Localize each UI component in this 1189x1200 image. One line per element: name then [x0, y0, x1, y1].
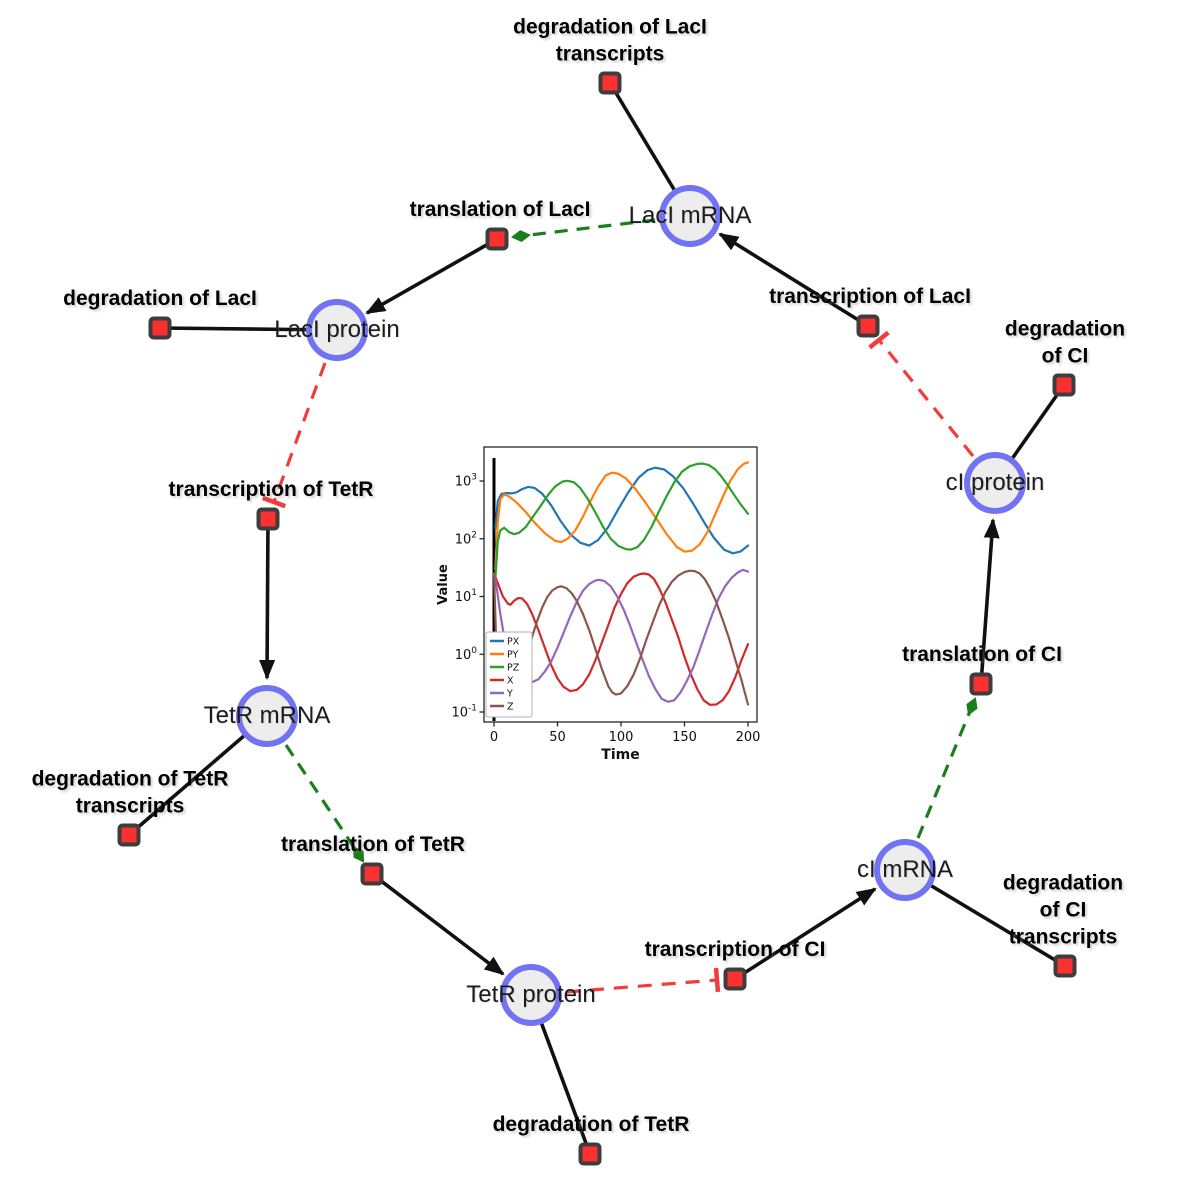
svg-text:0: 0 — [490, 730, 498, 745]
reaction-node-translation-laci[interactable] — [485, 227, 509, 251]
species-label-laci-protein: LacI protein — [274, 316, 400, 343]
reaction-node-deg-ci-transcripts[interactable] — [1053, 954, 1077, 978]
reaction-label-translation-tetr: translation of TetR — [281, 833, 465, 857]
species-label-ci-protein: cI protein — [945, 469, 1045, 496]
reaction-label-transcription-laci: transcription of LacI — [769, 285, 971, 309]
reaction-node-transcription-ci[interactable] — [723, 967, 747, 991]
species-node-ci-protein[interactable] — [964, 452, 1026, 514]
chart-svg: 0 50 100 150 200 Time 103 102 101 100 10-1 Value PX P… — [436, 446, 761, 763]
reaction-label-deg-laci: degradation of LacI — [63, 287, 257, 311]
edge-transcriptionci-cimrna — [734, 887, 877, 981]
svg-text:10-1: 10-1 — [451, 704, 477, 721]
reaction-node-deg-tetr[interactable] — [578, 1142, 602, 1166]
edge-tetrprotein-transcriptionci-inhibition — [565, 967, 721, 994]
edge-translationlaci-laciprotein — [365, 237, 498, 315]
edge-laciprotein-transcriptiontetr-inhibition — [261, 362, 327, 509]
reaction-node-translation-ci[interactable] — [969, 672, 993, 696]
svg-text:Z: Z — [507, 702, 514, 713]
svg-text:103: 103 — [455, 473, 477, 490]
edge-cimrna-translationci-modifier — [916, 697, 978, 839]
species-label-tetr-mrna: TetR mRNA — [203, 702, 331, 729]
reaction-label-deg-ci-transcripts: degradation of CI transcripts — [1002, 871, 1124, 949]
svg-text:150: 150 — [672, 730, 697, 745]
edge-translationtetr-tetrprotein — [370, 872, 505, 976]
species-node-laci-mrna[interactable] — [659, 185, 721, 247]
edge-cimrna-degcitranscripts — [904, 868, 1066, 968]
species-label-laci-mrna: LacI mRNA — [628, 202, 752, 229]
svg-text:Value: Value — [436, 564, 451, 605]
edge-transcriptiontetr-tetrmrna — [259, 518, 276, 680]
reaction-node-deg-ci[interactable] — [1052, 373, 1076, 397]
edge-translationci-ciprotein — [979, 518, 1000, 685]
reaction-label-transcription-tetr: transcription of TetR — [168, 478, 374, 502]
species-node-tetr-protein[interactable] — [500, 964, 562, 1026]
svg-text:101: 101 — [455, 588, 477, 605]
edge-lacimrna-translationlaci-modifier — [511, 218, 656, 243]
reaction-label-translation-ci: translation of CI — [902, 643, 1062, 667]
reaction-node-transcription-laci[interactable] — [856, 314, 880, 338]
species-node-laci-protein[interactable] — [306, 299, 368, 361]
svg-text:Y: Y — [506, 689, 513, 700]
reaction-label-deg-tetr-transcripts: degradation of TetR transcripts — [31, 767, 229, 818]
species-node-tetr-mrna[interactable] — [236, 685, 298, 747]
svg-text:X: X — [507, 676, 514, 687]
svg-text:PY: PY — [507, 650, 519, 661]
reaction-label-transcription-ci: transcription of CI — [644, 938, 826, 962]
reaction-node-deg-laci[interactable] — [148, 316, 172, 340]
species-label-tetr-protein: TetR protein — [466, 981, 596, 1008]
edge-ciprotein-transcriptionlaci-inhibition — [868, 330, 975, 458]
reaction-label-translation-laci: translation of LacI — [409, 198, 591, 222]
svg-text:100: 100 — [455, 646, 478, 663]
reaction-node-translation-tetr[interactable] — [360, 862, 384, 886]
species-label-ci-mrna: cI mRNA — [857, 856, 953, 883]
edge-tetrmrna-translationtetr-modifier — [284, 744, 365, 863]
reaction-label-deg-ci: degradation of CI — [1004, 317, 1126, 368]
svg-text:Time: Time — [601, 747, 639, 763]
reaction-label-deg-tetr: degradation of TetR — [492, 1113, 690, 1137]
svg-text:102: 102 — [455, 530, 477, 547]
edge-transcriptionlaci-lacimrna — [718, 232, 869, 328]
inset-time-series-plot: 0 50 100 150 200 Time 103 102 101 100 10-1 Value PX P… — [436, 420, 768, 772]
species-node-ci-mrna[interactable] — [874, 839, 936, 901]
reaction-node-transcription-tetr[interactable] — [256, 507, 280, 531]
reaction-label-deg-laci-transcripts: degradation of LacI transcripts — [513, 15, 707, 66]
svg-text:PZ: PZ — [507, 663, 520, 674]
svg-text:50: 50 — [549, 730, 566, 745]
reaction-node-deg-laci-transcripts[interactable] — [598, 71, 622, 95]
reaction-node-deg-tetr-transcripts[interactable] — [117, 823, 141, 847]
svg-text:100: 100 — [609, 730, 634, 745]
svg-text:PX: PX — [507, 637, 520, 648]
svg-text:200: 200 — [736, 730, 761, 745]
